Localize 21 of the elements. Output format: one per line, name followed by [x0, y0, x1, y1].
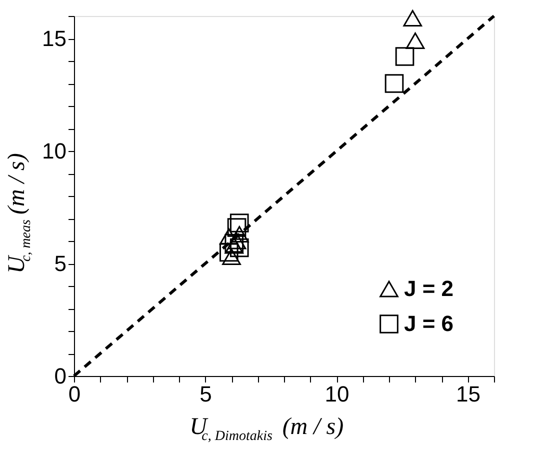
y-tick-label: 10 [42, 138, 66, 164]
legend-label: J = 6 [404, 311, 454, 336]
x-tick-label: 5 [200, 382, 212, 406]
point [219, 242, 238, 262]
point [230, 226, 249, 242]
y-tick-label: 5 [54, 251, 66, 276]
point [384, 74, 404, 93]
point [224, 234, 244, 253]
point [406, 32, 425, 49]
y-tick-label: 0 [54, 364, 66, 388]
y-tick-label: 15 [42, 26, 66, 51]
point [395, 47, 414, 66]
x-tick-label: 10 [324, 382, 350, 406]
y-axis-title: Uc, meas (m / s) [4, 153, 34, 274]
point [222, 248, 241, 265]
point [403, 10, 422, 26]
point [230, 214, 249, 232]
x-tick-label: 15 [456, 382, 480, 406]
point [227, 218, 246, 237]
point [230, 238, 249, 258]
legend-label: J = 2 [404, 276, 454, 301]
